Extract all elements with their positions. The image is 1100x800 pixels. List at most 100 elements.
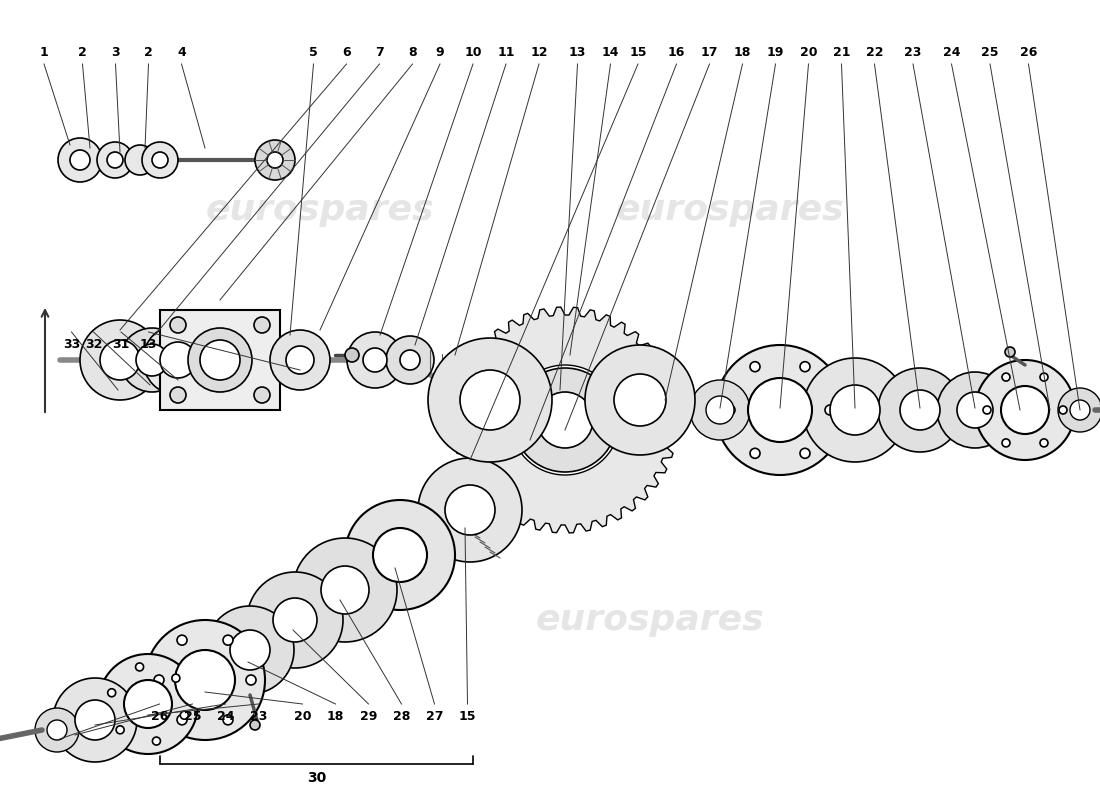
Circle shape	[152, 152, 168, 168]
Circle shape	[153, 737, 161, 745]
Circle shape	[983, 406, 991, 414]
Circle shape	[1058, 388, 1100, 432]
Circle shape	[1001, 386, 1049, 434]
Text: 33: 33	[63, 338, 80, 350]
Text: 21: 21	[833, 46, 850, 58]
Circle shape	[172, 674, 180, 682]
Circle shape	[35, 708, 79, 752]
Circle shape	[878, 368, 962, 452]
Circle shape	[47, 720, 67, 740]
Circle shape	[230, 630, 270, 670]
Circle shape	[748, 378, 812, 442]
Text: 2: 2	[78, 46, 87, 58]
Text: 6: 6	[342, 46, 351, 58]
Text: 15: 15	[629, 46, 647, 58]
Circle shape	[400, 350, 420, 370]
Text: 32: 32	[85, 338, 102, 350]
Circle shape	[135, 663, 144, 671]
Circle shape	[177, 715, 187, 725]
Text: 26: 26	[1020, 46, 1037, 58]
Circle shape	[223, 635, 233, 645]
Circle shape	[145, 620, 265, 740]
Circle shape	[975, 360, 1075, 460]
Text: 30: 30	[307, 771, 326, 785]
Text: 18: 18	[327, 710, 344, 722]
Text: eurospares: eurospares	[536, 603, 764, 637]
Circle shape	[223, 715, 233, 725]
Circle shape	[75, 700, 116, 740]
Text: 7: 7	[375, 46, 384, 58]
Text: 12: 12	[530, 46, 548, 58]
Text: 13: 13	[569, 46, 586, 58]
Circle shape	[706, 396, 734, 424]
Circle shape	[98, 654, 198, 754]
Circle shape	[690, 380, 750, 440]
Text: 25: 25	[981, 46, 999, 58]
Circle shape	[125, 145, 155, 175]
Text: 1: 1	[40, 46, 48, 58]
Circle shape	[170, 387, 186, 403]
Circle shape	[900, 390, 940, 430]
Circle shape	[585, 345, 695, 455]
Circle shape	[537, 392, 593, 448]
Text: 19: 19	[767, 46, 784, 58]
Circle shape	[725, 405, 735, 415]
Circle shape	[1005, 347, 1015, 357]
Circle shape	[188, 328, 252, 392]
Circle shape	[286, 346, 313, 374]
Circle shape	[321, 566, 368, 614]
Text: 18: 18	[734, 46, 751, 58]
Circle shape	[1002, 373, 1010, 381]
Text: 17: 17	[701, 46, 718, 58]
Text: 26: 26	[151, 710, 168, 722]
Circle shape	[100, 340, 140, 380]
Text: 28: 28	[393, 710, 410, 722]
Text: 20: 20	[800, 46, 817, 58]
Text: 24: 24	[217, 710, 234, 722]
Circle shape	[254, 317, 270, 333]
Circle shape	[270, 330, 330, 390]
Text: 2: 2	[144, 46, 153, 58]
Circle shape	[418, 458, 522, 562]
Circle shape	[293, 538, 397, 642]
Circle shape	[80, 320, 160, 400]
Text: eurospares: eurospares	[206, 193, 434, 227]
Circle shape	[1002, 439, 1010, 447]
Text: 8: 8	[408, 46, 417, 58]
Text: 15: 15	[459, 710, 476, 722]
Circle shape	[248, 572, 343, 668]
FancyBboxPatch shape	[160, 310, 280, 410]
Circle shape	[108, 689, 115, 697]
Text: eurospares: eurospares	[616, 193, 845, 227]
Circle shape	[124, 680, 172, 728]
Circle shape	[1040, 439, 1048, 447]
Circle shape	[154, 675, 164, 685]
Circle shape	[273, 598, 317, 642]
Circle shape	[1070, 400, 1090, 420]
Circle shape	[715, 345, 845, 475]
Circle shape	[160, 342, 196, 378]
Circle shape	[117, 726, 124, 734]
Circle shape	[170, 317, 186, 333]
Text: 10: 10	[464, 46, 482, 58]
Circle shape	[937, 372, 1013, 448]
Text: 3: 3	[111, 46, 120, 58]
Circle shape	[363, 348, 387, 372]
Text: 29: 29	[360, 710, 377, 722]
Circle shape	[206, 606, 294, 694]
Text: 22: 22	[866, 46, 883, 58]
Circle shape	[803, 358, 908, 462]
Text: 20: 20	[294, 710, 311, 722]
Circle shape	[267, 152, 283, 168]
Circle shape	[614, 374, 666, 426]
Text: 11: 11	[497, 46, 515, 58]
Text: 27: 27	[426, 710, 443, 722]
Text: 13: 13	[140, 338, 157, 350]
Circle shape	[460, 370, 520, 430]
Circle shape	[513, 368, 617, 472]
Polygon shape	[452, 307, 678, 533]
Circle shape	[107, 152, 123, 168]
Circle shape	[800, 362, 810, 372]
Circle shape	[1040, 373, 1048, 381]
Circle shape	[345, 348, 359, 362]
